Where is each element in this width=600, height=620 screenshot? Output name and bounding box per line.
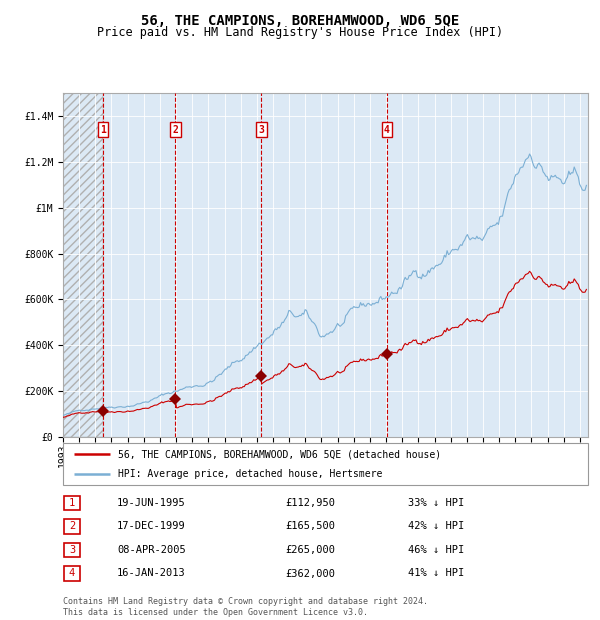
Text: 1: 1 xyxy=(69,498,75,508)
FancyBboxPatch shape xyxy=(64,566,80,581)
Text: 2: 2 xyxy=(172,125,178,135)
Text: 17-DEC-1999: 17-DEC-1999 xyxy=(117,521,186,531)
Text: 2: 2 xyxy=(69,521,75,531)
Text: 16-JAN-2013: 16-JAN-2013 xyxy=(117,569,186,578)
Text: 33% ↓ HPI: 33% ↓ HPI xyxy=(408,498,464,508)
Text: 56, THE CAMPIONS, BOREHAMWOOD, WD6 5QE (detached house): 56, THE CAMPIONS, BOREHAMWOOD, WD6 5QE (… xyxy=(118,450,441,459)
FancyBboxPatch shape xyxy=(64,519,80,534)
Text: 41% ↓ HPI: 41% ↓ HPI xyxy=(408,569,464,578)
Text: 1: 1 xyxy=(100,125,106,135)
Text: 3: 3 xyxy=(258,125,264,135)
FancyBboxPatch shape xyxy=(63,443,588,485)
Text: 42% ↓ HPI: 42% ↓ HPI xyxy=(408,521,464,531)
Text: 3: 3 xyxy=(69,545,75,555)
Text: £265,000: £265,000 xyxy=(285,545,335,555)
Text: 08-APR-2005: 08-APR-2005 xyxy=(117,545,186,555)
Text: Contains HM Land Registry data © Crown copyright and database right 2024.
This d: Contains HM Land Registry data © Crown c… xyxy=(63,598,428,617)
FancyBboxPatch shape xyxy=(64,542,80,557)
Text: HPI: Average price, detached house, Hertsmere: HPI: Average price, detached house, Hert… xyxy=(118,469,383,479)
Text: 19-JUN-1995: 19-JUN-1995 xyxy=(117,498,186,508)
Text: £362,000: £362,000 xyxy=(285,569,335,578)
Text: 4: 4 xyxy=(69,569,75,578)
FancyBboxPatch shape xyxy=(64,495,80,510)
Text: 56, THE CAMPIONS, BOREHAMWOOD, WD6 5QE: 56, THE CAMPIONS, BOREHAMWOOD, WD6 5QE xyxy=(141,14,459,28)
Text: £112,950: £112,950 xyxy=(285,498,335,508)
Text: £165,500: £165,500 xyxy=(285,521,335,531)
Text: Price paid vs. HM Land Registry's House Price Index (HPI): Price paid vs. HM Land Registry's House … xyxy=(97,26,503,39)
Text: 4: 4 xyxy=(384,125,390,135)
Text: 46% ↓ HPI: 46% ↓ HPI xyxy=(408,545,464,555)
